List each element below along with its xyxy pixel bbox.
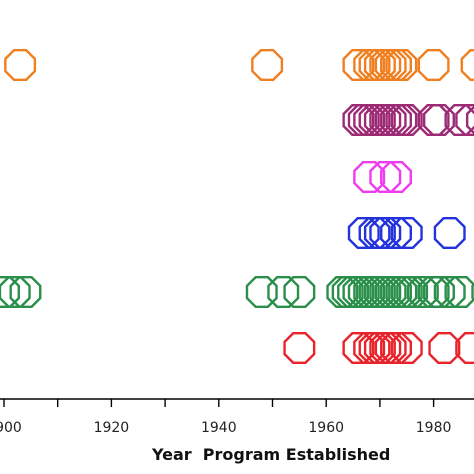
x-tick-label-1960: 1960 bbox=[308, 420, 344, 436]
data-point bbox=[455, 104, 474, 136]
data-point bbox=[283, 332, 316, 364]
data-point bbox=[390, 217, 423, 249]
series-3 bbox=[353, 161, 412, 193]
x-tick-label-1920: 1920 bbox=[94, 420, 130, 436]
x-tick-label-1900: 1900 bbox=[0, 420, 22, 436]
data-point bbox=[9, 276, 42, 308]
data-point bbox=[444, 276, 474, 308]
data-point bbox=[444, 104, 474, 136]
data-point bbox=[406, 276, 439, 308]
data-point bbox=[396, 276, 429, 308]
series-2 bbox=[342, 104, 474, 136]
series-4 bbox=[347, 217, 466, 249]
x-axis-ticks bbox=[3, 399, 435, 407]
data-point bbox=[369, 217, 402, 249]
data-point bbox=[428, 332, 461, 364]
series-1 bbox=[4, 49, 474, 81]
series-6 bbox=[283, 332, 474, 364]
data-point bbox=[471, 282, 474, 302]
data-point bbox=[380, 217, 412, 249]
data-point bbox=[283, 276, 316, 308]
data-point bbox=[342, 332, 375, 364]
data-point bbox=[422, 104, 455, 136]
series-5 bbox=[0, 276, 474, 308]
plot-marks bbox=[0, 49, 474, 364]
data-point bbox=[390, 104, 423, 136]
x-tick-label-1940: 1940 bbox=[201, 420, 237, 436]
data-point bbox=[422, 276, 455, 308]
data-point bbox=[433, 217, 466, 249]
x-tick-label-1980: 1980 bbox=[416, 420, 452, 436]
data-point bbox=[465, 105, 474, 135]
data-point bbox=[0, 276, 20, 308]
data-point bbox=[380, 161, 412, 193]
data-point bbox=[267, 276, 300, 308]
data-point bbox=[0, 276, 31, 308]
x-axis-tick-labels: 1900 1920 1940 1960 1980 bbox=[0, 420, 451, 436]
data-point bbox=[385, 49, 418, 81]
data-point bbox=[353, 161, 386, 193]
data-point bbox=[417, 49, 450, 81]
data-point bbox=[4, 49, 37, 81]
data-point bbox=[245, 276, 278, 308]
data-point bbox=[433, 276, 466, 308]
data-point bbox=[460, 49, 474, 81]
x-axis-title: Year Program Established bbox=[151, 445, 390, 464]
data-point bbox=[380, 332, 412, 364]
data-point bbox=[251, 49, 284, 81]
data-point bbox=[369, 161, 402, 193]
data-point bbox=[347, 217, 380, 249]
data-point bbox=[390, 332, 423, 364]
data-point bbox=[455, 332, 474, 364]
data-point bbox=[342, 49, 375, 81]
